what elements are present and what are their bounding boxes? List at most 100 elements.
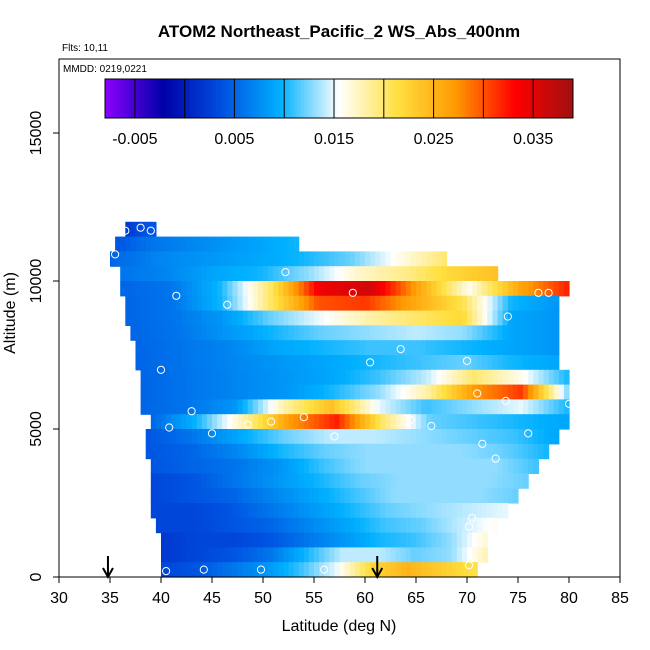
heatmap-cell xyxy=(329,266,335,282)
colorbar-segment xyxy=(353,79,358,118)
heatmap-cell xyxy=(543,429,550,445)
colorbar-segment xyxy=(219,79,223,118)
heatmap-cell xyxy=(370,310,376,326)
heatmap-cell xyxy=(461,562,468,578)
heatmap-cell xyxy=(543,340,550,356)
heatmap-cell xyxy=(232,532,239,548)
heatmap-cell xyxy=(375,532,381,548)
heatmap-cell xyxy=(145,251,152,267)
heatmap-cell xyxy=(410,458,417,474)
heatmap-cell xyxy=(477,295,483,312)
heatmap-cell xyxy=(191,399,198,415)
heatmap-cell xyxy=(237,458,244,474)
heatmap-cell xyxy=(181,473,188,489)
heatmap-cell xyxy=(155,251,162,267)
colorbar-segment xyxy=(432,79,437,118)
heatmap-cell xyxy=(400,340,407,356)
heatmap-cell xyxy=(446,266,453,282)
heatmap-cell xyxy=(161,399,167,415)
heatmap-cell xyxy=(421,488,427,504)
heatmap-cell xyxy=(298,281,305,297)
heatmap-cell xyxy=(303,281,310,297)
heatmap-cell xyxy=(436,384,443,400)
heatmap-cell xyxy=(181,562,188,578)
heatmap-cell xyxy=(492,295,499,312)
heatmap-cell xyxy=(416,532,422,548)
sample-point xyxy=(406,416,415,425)
heatmap-cell xyxy=(196,547,203,563)
heatmap-cell xyxy=(171,532,177,548)
sample-point xyxy=(320,565,329,574)
colorbar-segment xyxy=(105,79,109,118)
heatmap-cell xyxy=(298,399,305,415)
heatmap-cell xyxy=(257,488,264,504)
colorbar-segment xyxy=(570,79,574,118)
heatmap-cell xyxy=(161,414,167,430)
heatmap-cell xyxy=(140,251,147,267)
heatmap-cell xyxy=(370,503,376,519)
colorbar-segment xyxy=(163,79,167,118)
heatmap-cell xyxy=(181,236,188,252)
heatmap-cell xyxy=(461,517,468,534)
heatmap-cell xyxy=(145,281,152,297)
heatmap-cell xyxy=(405,369,412,386)
heatmap-cell xyxy=(405,488,412,504)
heatmap-cell xyxy=(196,325,203,341)
heatmap-cell xyxy=(237,414,244,430)
heatmap-cell xyxy=(314,281,320,297)
heatmap-cell xyxy=(416,547,422,563)
heatmap-cell xyxy=(390,266,397,282)
heatmap-cell xyxy=(477,340,483,356)
heatmap-cell xyxy=(467,429,473,445)
heatmap-cell xyxy=(533,458,539,474)
heatmap-cell xyxy=(451,295,458,312)
heatmap-cell xyxy=(135,310,142,326)
heatmap-cell xyxy=(456,310,463,326)
colorbar-segment xyxy=(496,79,501,118)
heatmap-cell xyxy=(257,251,264,267)
heatmap-cell xyxy=(365,295,371,312)
heatmap-cell xyxy=(558,281,565,297)
heatmap-cell xyxy=(456,429,463,445)
heatmap-cell xyxy=(375,414,381,430)
colorbar-segment xyxy=(543,79,548,118)
heatmap-cell xyxy=(145,384,152,400)
colorbar-frame xyxy=(104,78,574,119)
heatmap-cell xyxy=(252,443,259,460)
heatmap-cell xyxy=(212,295,218,312)
heatmap-cell xyxy=(278,399,284,415)
heatmap-cell xyxy=(186,325,193,341)
heatmap-cell xyxy=(308,295,315,312)
colorbar-segment xyxy=(558,79,562,118)
heatmap-cell xyxy=(252,266,259,282)
colorbar-segment xyxy=(166,79,170,118)
heatmap-cell xyxy=(242,310,249,326)
heatmap-cell xyxy=(278,325,284,341)
heatmap-cell xyxy=(268,384,274,400)
heatmap-cell xyxy=(186,281,193,297)
heatmap-cell xyxy=(232,473,239,489)
heatmap-cell xyxy=(380,369,386,386)
heatmap-cell xyxy=(421,295,427,312)
heatmap-cell xyxy=(334,251,341,267)
heatmap-cell xyxy=(441,458,448,474)
heatmap-cell xyxy=(166,310,172,326)
heatmap-cell xyxy=(472,547,478,563)
heatmap-cell xyxy=(222,488,228,504)
heatmap-cell xyxy=(314,458,320,474)
heatmap-cell xyxy=(257,562,264,578)
heatmap-cell xyxy=(507,355,514,371)
heatmap-cell xyxy=(222,281,228,297)
heatmap-cell xyxy=(252,414,259,430)
heatmap-cell xyxy=(390,355,397,371)
heatmap-cell xyxy=(400,281,407,297)
heatmap-cell xyxy=(538,369,545,386)
heatmap-cell xyxy=(405,355,412,371)
heatmap-cell xyxy=(487,310,494,326)
heatmap-cell xyxy=(257,310,264,326)
heatmap-cell xyxy=(308,399,315,415)
heatmap-cell xyxy=(257,532,264,548)
heatmap-cell xyxy=(176,310,182,326)
heatmap-cell xyxy=(472,295,478,312)
heatmap-cell xyxy=(217,355,223,371)
